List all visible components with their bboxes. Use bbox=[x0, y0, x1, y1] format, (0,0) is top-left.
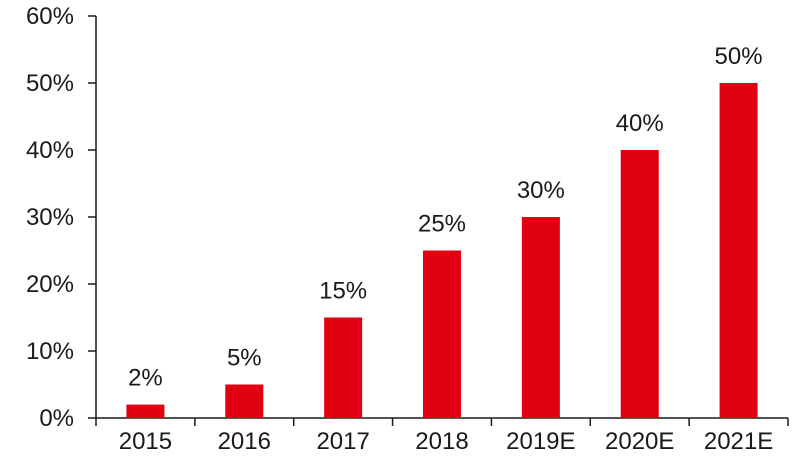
y-tick-label: 30% bbox=[26, 204, 74, 231]
data-label: 30% bbox=[517, 177, 565, 204]
data-label: 2% bbox=[128, 365, 163, 392]
y-tick-label: 0% bbox=[39, 405, 74, 432]
data-label: 40% bbox=[616, 110, 664, 137]
x-tick-label: 2015 bbox=[119, 428, 172, 455]
data-labels: 2% 5% 15% 25% 30% 40% 50% bbox=[128, 43, 763, 392]
data-label: 50% bbox=[715, 43, 763, 70]
x-tick-label: 2018 bbox=[415, 428, 468, 455]
y-tick-label: 40% bbox=[26, 137, 74, 164]
data-label: 5% bbox=[227, 345, 262, 372]
x-tick-label: 2019E bbox=[506, 428, 575, 455]
x-tick-label: 2020E bbox=[605, 428, 674, 455]
y-axis: 0% 10% 20% 30% 40% 50% 60% bbox=[26, 3, 97, 432]
y-tick-label: 10% bbox=[26, 338, 74, 365]
bar-2018 bbox=[423, 250, 461, 418]
x-tick-label: 2021E bbox=[704, 428, 773, 455]
x-axis: 2015 2016 2017 2018 2019E 2020E 2021E bbox=[95, 417, 789, 455]
data-label: 25% bbox=[418, 211, 466, 238]
bar-2017 bbox=[324, 317, 363, 418]
bar-2019e bbox=[521, 217, 560, 418]
bar-2015 bbox=[126, 404, 165, 418]
data-label: 15% bbox=[319, 278, 367, 305]
x-tick-label: 2017 bbox=[316, 428, 369, 455]
bars bbox=[126, 83, 758, 418]
bar-2021e bbox=[719, 83, 758, 418]
y-tick-label: 20% bbox=[26, 271, 74, 298]
y-tick-label: 50% bbox=[26, 70, 74, 97]
bar-2016 bbox=[225, 384, 264, 418]
x-tick-label: 2016 bbox=[218, 428, 271, 455]
bar-2020e bbox=[620, 150, 659, 418]
y-tick-label: 60% bbox=[26, 3, 74, 30]
